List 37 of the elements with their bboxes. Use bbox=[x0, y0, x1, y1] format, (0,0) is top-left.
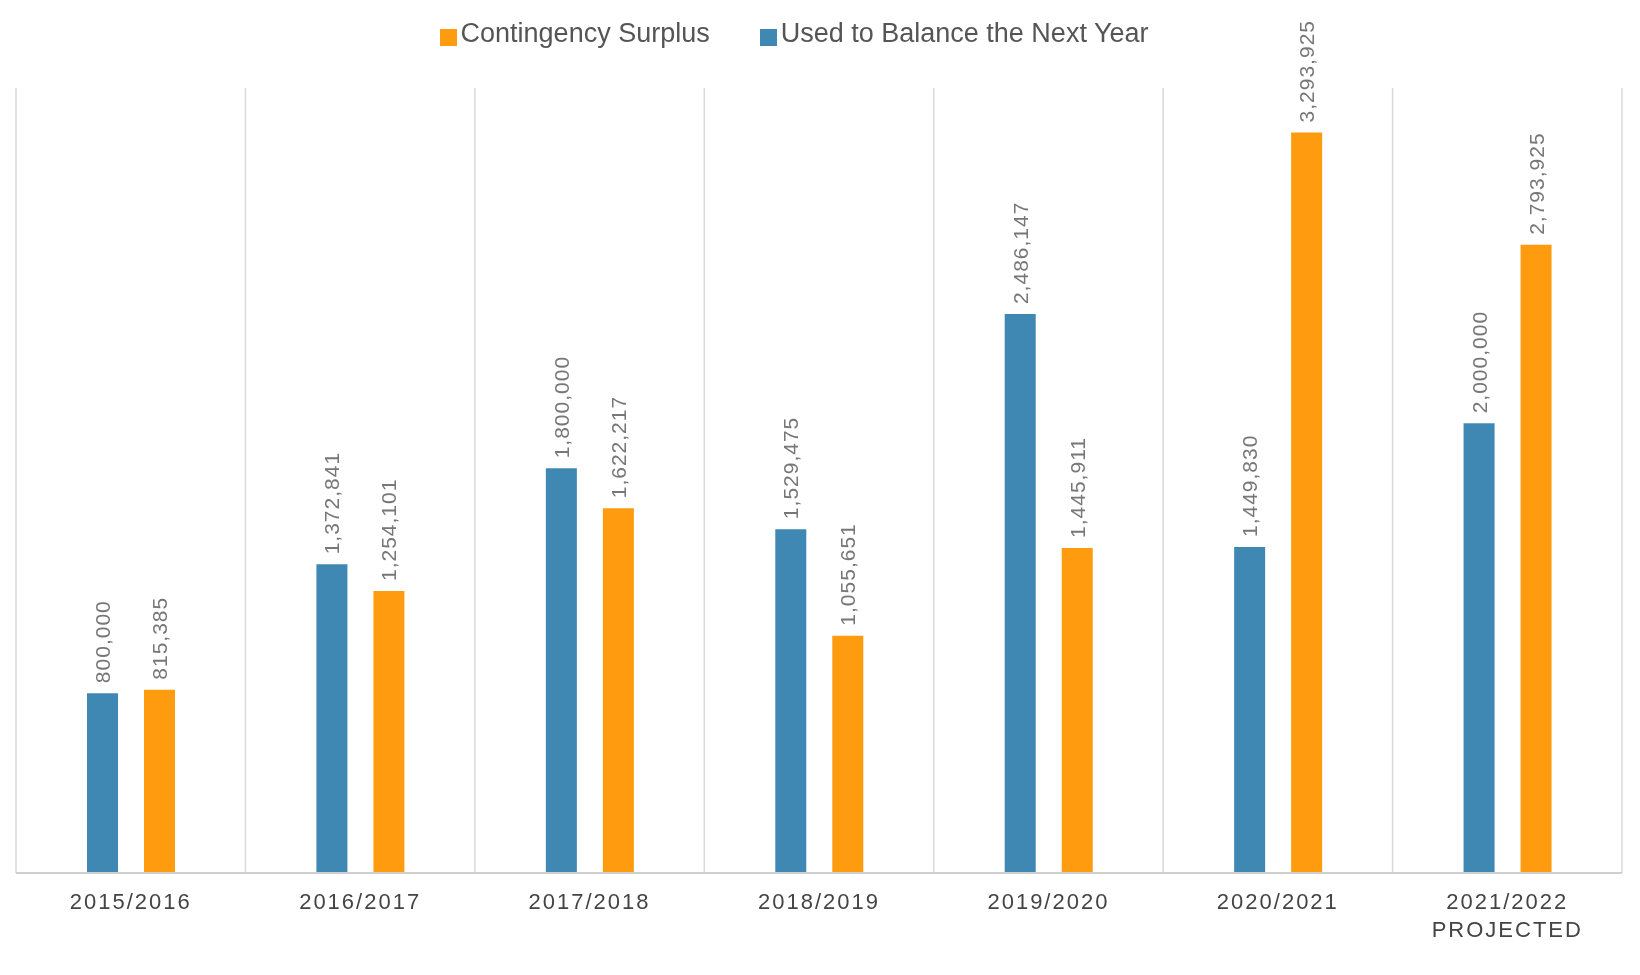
bar bbox=[1061, 547, 1093, 873]
bar bbox=[316, 564, 348, 873]
data-label: 800,000 bbox=[91, 600, 114, 684]
data-label: 1,529,475 bbox=[779, 416, 803, 520]
x-tick-label: 2019/2020 bbox=[987, 889, 1110, 914]
data-label: 815,385 bbox=[148, 596, 171, 680]
data-label: 1,445,911 bbox=[1065, 437, 1089, 538]
bar bbox=[832, 635, 864, 873]
x-tick-label: 2020/2021 bbox=[1216, 889, 1339, 914]
bar bbox=[1291, 132, 1323, 873]
bar bbox=[775, 529, 807, 873]
bar bbox=[602, 508, 634, 873]
data-label: 3,293,925 bbox=[1295, 20, 1319, 123]
data-label: 2,486,147 bbox=[1008, 201, 1032, 305]
data-label: 1,372,841 bbox=[320, 451, 344, 555]
bar bbox=[545, 468, 577, 873]
bar bbox=[1520, 244, 1552, 873]
data-label: 1,055,651 bbox=[836, 523, 860, 626]
data-label: 1,622,217 bbox=[606, 395, 630, 499]
data-label: 2,793,925 bbox=[1524, 132, 1548, 235]
x-tick-label: 2016/2017 bbox=[299, 889, 422, 914]
data-label: 1,449,830 bbox=[1238, 434, 1262, 538]
bar bbox=[87, 693, 118, 873]
bar bbox=[1004, 314, 1036, 873]
x-tick-label: 2018/2019 bbox=[758, 889, 880, 914]
x-tick-label: 2015/2016 bbox=[69, 889, 192, 914]
data-label: 1,800,000 bbox=[549, 355, 573, 459]
data-label: 2,000,000 bbox=[1467, 310, 1491, 414]
legend-label: Contingency Surplus bbox=[460, 18, 710, 48]
x-tick-label: 2021/2022 PROJECTED bbox=[1431, 889, 1583, 942]
legend-label: Used to Balance the Next Year bbox=[780, 18, 1149, 48]
data-label: 1,254,101 bbox=[377, 478, 401, 582]
bar bbox=[1234, 547, 1266, 873]
bar bbox=[1463, 423, 1495, 873]
x-tick-label: 2017/2018 bbox=[528, 889, 651, 914]
bar bbox=[144, 689, 175, 873]
bar bbox=[373, 591, 405, 873]
